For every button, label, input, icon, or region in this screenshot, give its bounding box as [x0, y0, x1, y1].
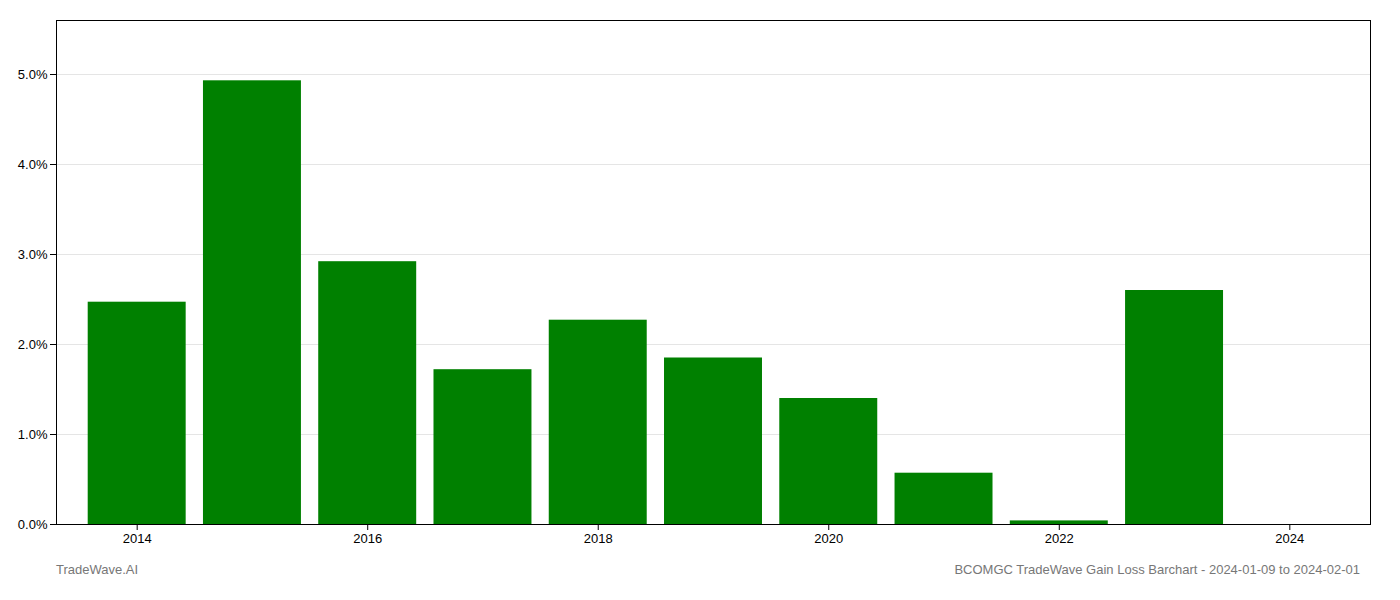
svg-text:2020: 2020	[814, 531, 843, 546]
svg-text:2022: 2022	[1045, 531, 1074, 546]
svg-text:4.0%: 4.0%	[18, 157, 48, 172]
svg-text:0.0%: 0.0%	[18, 517, 48, 532]
svg-text:2018: 2018	[584, 531, 613, 546]
svg-text:2024: 2024	[1275, 531, 1304, 546]
svg-text:2014: 2014	[123, 531, 152, 546]
html-text:TradeWave.AI: TradeWave.AI	[56, 562, 139, 577]
html-text:BCOMGC TradeWave Gain Loss Bar: BCOMGC TradeWave Gain Loss Barchart - 20…	[954, 562, 1360, 577]
svg-text:3.0%: 3.0%	[18, 247, 48, 262]
svg-text:2016: 2016	[353, 531, 382, 546]
svg-text:2.0%: 2.0%	[18, 337, 48, 352]
svg-text:5.0%: 5.0%	[18, 67, 48, 82]
svg-text:1.0%: 1.0%	[18, 427, 48, 442]
